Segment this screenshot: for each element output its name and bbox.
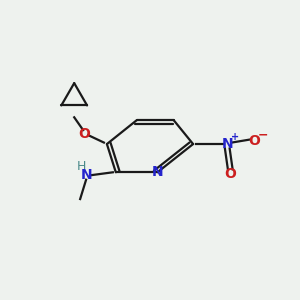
Text: −: − <box>258 129 268 142</box>
Text: O: O <box>224 167 236 181</box>
Text: +: + <box>231 132 239 142</box>
Text: H: H <box>77 160 86 173</box>
Text: O: O <box>248 134 260 148</box>
Text: N: N <box>221 137 233 151</box>
Text: O: O <box>79 127 91 141</box>
Text: N: N <box>152 165 163 179</box>
Text: N: N <box>80 168 92 182</box>
